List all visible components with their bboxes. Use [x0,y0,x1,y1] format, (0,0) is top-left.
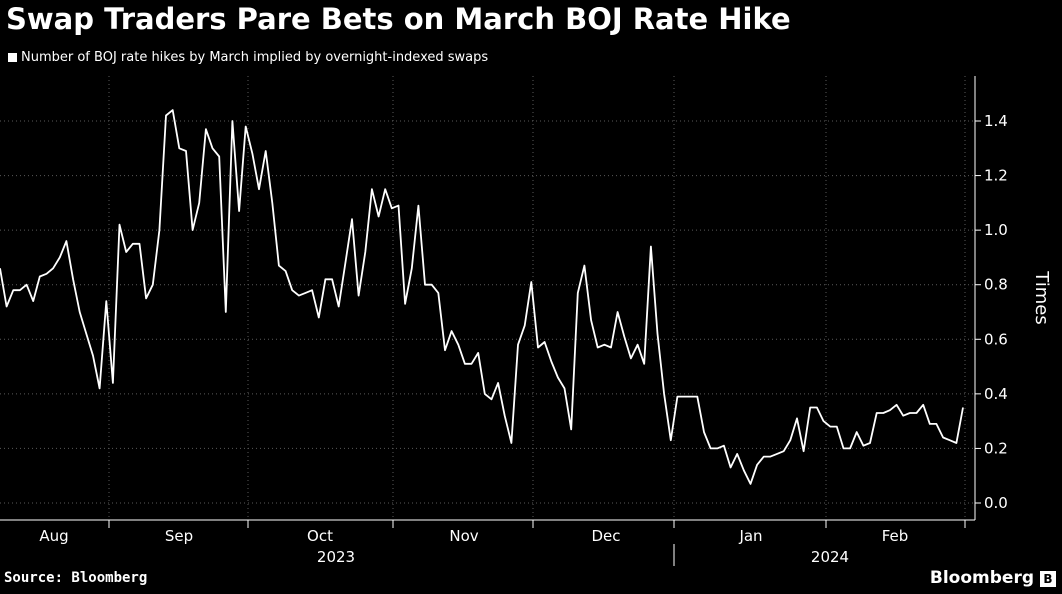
series-group [0,109,964,485]
grid [0,76,975,520]
x-month-label: Aug [39,527,68,545]
y-tick-label: 0.6 [984,330,1008,348]
axis-labels: 0.0 0.2 0.4 0.6 0.8 1.0 1.2 1.4 Aug Sep Oct Nov Dec J… [39,112,1052,566]
x-month-label: Nov [449,527,478,545]
x-month-label: Dec [591,527,620,545]
x-month-label: Feb [882,527,909,545]
x-month-label: Oct [307,527,333,545]
y-tick-label: 0.8 [984,276,1008,294]
y-tick-label: 0.4 [984,385,1008,403]
x-year-label: 2024 [811,548,849,566]
chart-title: Swap Traders Pare Bets on March BOJ Rate… [6,2,791,36]
axes [0,76,981,566]
y-tick-label: 1.0 [984,221,1008,239]
legend: Number of BOJ rate hikes by March implie… [8,50,488,65]
y-tick-label: 0.0 [984,494,1008,512]
x-month-label: Jan [738,527,762,545]
x-year-label: 2023 [317,548,355,566]
series-line [0,109,964,485]
y-tick-label: 0.2 [984,439,1008,457]
y-tick-label: 1.2 [984,167,1008,185]
y-tick-label: 1.4 [984,112,1008,130]
bloomberg-b-icon: B [1040,571,1056,587]
bloomberg-logo: Bloomberg [929,568,1034,588]
y-axis-title: Times [1031,270,1052,324]
legend-label: Number of BOJ rate hikes by March implie… [21,50,489,65]
source-note: Source: Bloomberg [4,570,148,586]
x-month-label: Sep [165,527,193,545]
legend-swatch [8,53,17,62]
